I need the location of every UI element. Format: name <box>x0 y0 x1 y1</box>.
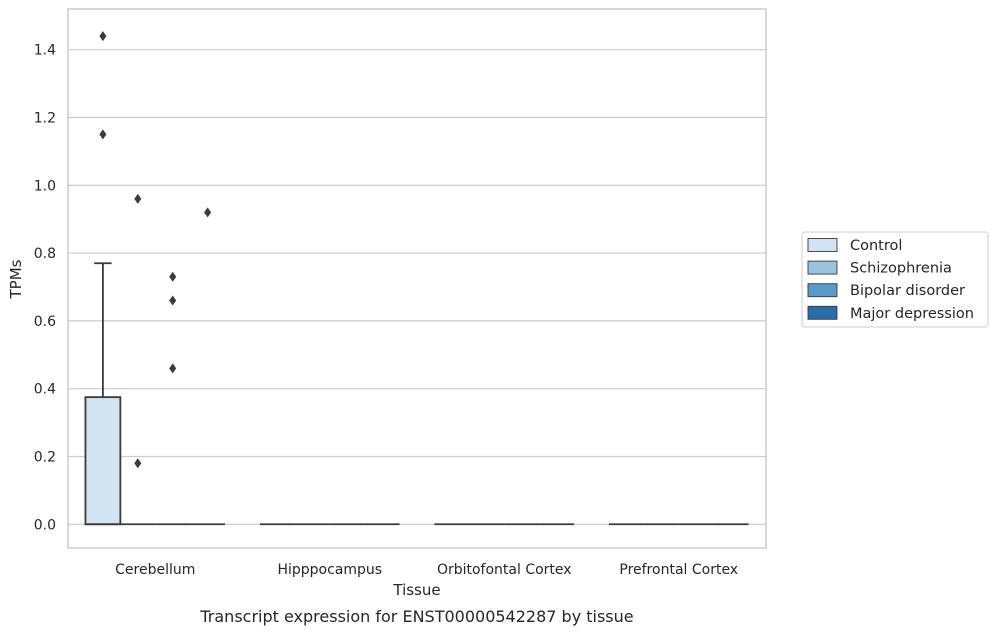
plot-frame <box>67 8 767 549</box>
legend-swatch <box>807 260 838 275</box>
legend-swatch <box>807 238 838 252</box>
x-tick-label: Hipppocampus <box>277 562 382 578</box>
box-plot-marks <box>84 31 749 526</box>
legend-swatch <box>807 283 838 298</box>
chart-caption: Transcript expression for ENST0000054228… <box>199 607 633 626</box>
y-tick-label: 1.4 <box>34 43 56 59</box>
y-axis-tick-labels: 0.0 0.2 0.4 0.6 0.8 1.0 1.2 1.4 <box>34 43 56 534</box>
box-bipolar-disorder <box>155 271 191 526</box>
box-body <box>84 396 122 526</box>
x-tick-label: Cerebellum <box>115 562 195 578</box>
box-major-depression <box>190 207 226 526</box>
y-tick-label: 0.4 <box>34 382 56 398</box>
y-tick-label: 0.6 <box>34 314 56 330</box>
legend-label: Schizophrenia <box>850 261 952 277</box>
outlier-point <box>99 129 107 140</box>
y-axis-label: TPMs <box>7 259 25 299</box>
y-tick-label: 0.0 <box>34 517 56 533</box>
outlier-point <box>204 207 212 218</box>
legend-swatch <box>807 305 838 320</box>
legend-label: Bipolar disorder <box>850 283 965 299</box>
x-tick-label: Prefrontal Cortex <box>619 562 738 578</box>
x-axis-label: Tissue <box>392 581 440 599</box>
legend-label: Control <box>850 238 902 254</box>
x-axis-tick-labels: Cerebellum Hipppocampus Orbitofontal Corte… <box>115 562 738 578</box>
y-tick-label: 1.2 <box>34 110 56 126</box>
outlier-point <box>169 295 177 306</box>
x-tick-label: Orbitofontal Cortex <box>437 562 572 578</box>
outlier-point <box>169 363 177 374</box>
legend-label: Major depression <box>850 306 974 322</box>
y-tick-label: 0.2 <box>34 449 56 465</box>
outlier-point <box>134 193 142 204</box>
y-tick-label: 1.0 <box>34 178 56 194</box>
legend-frame <box>801 231 989 328</box>
outlier-point <box>169 271 177 282</box>
box-schizophrenia <box>120 193 156 526</box>
box-control <box>84 31 122 526</box>
outlier-point <box>99 31 107 42</box>
legend: Control Schizophrenia Bipolar disorder Majo… <box>801 231 989 328</box>
y-tick-label: 0.8 <box>34 246 56 262</box>
outlier-point <box>134 458 142 469</box>
